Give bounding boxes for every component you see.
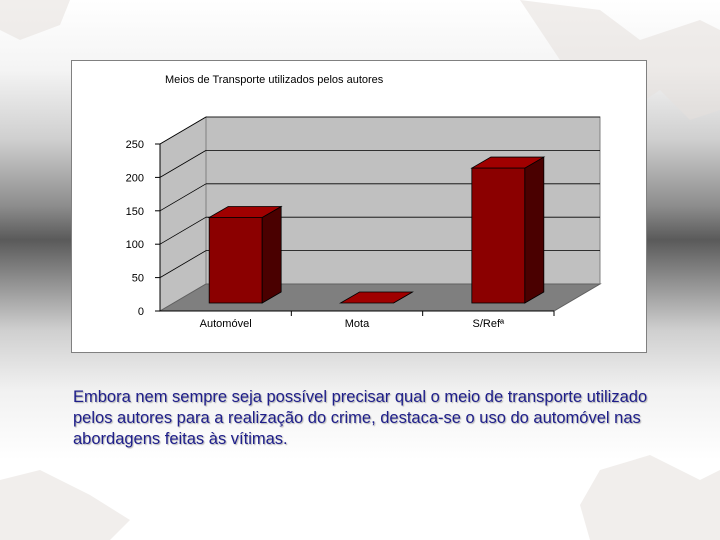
bar-chart: Meios de Transporte utilizados pelos aut… xyxy=(126,74,602,330)
gridline-side xyxy=(159,216,207,245)
x-tick-label: Mota xyxy=(345,318,370,330)
y-tick-label: 200 xyxy=(126,172,144,184)
bar-side xyxy=(524,156,545,304)
chart-side-wall xyxy=(159,116,207,312)
bar-top xyxy=(339,291,414,304)
bar-front xyxy=(208,217,263,304)
chart-bars xyxy=(207,156,546,304)
gridline-side xyxy=(159,250,207,278)
y-axis-ticks: 0 50 100 150 200 250 xyxy=(126,139,160,318)
y-tick-label: 50 xyxy=(132,273,144,285)
caption-text: Embora nem sempre seja possível precisar… xyxy=(73,388,648,448)
x-axis-ticks: Automóvel Mota S/Refª xyxy=(200,311,555,330)
y-tick-label: 0 xyxy=(138,306,144,318)
gridline-side xyxy=(159,150,207,178)
bar-2 xyxy=(470,156,546,304)
y-tick-label: 250 xyxy=(126,139,144,151)
bar-1 xyxy=(339,291,414,304)
chart-frame: Meios de Transporte utilizados pelos aut… xyxy=(71,60,647,353)
bar-top xyxy=(207,206,283,218)
x-tick-label: S/Refª xyxy=(473,318,506,330)
x-tick-label: Automóvel xyxy=(200,318,252,330)
y-tick-label: 150 xyxy=(126,206,144,218)
bar-0 xyxy=(207,205,283,304)
gridline-side xyxy=(159,183,207,212)
bar-side xyxy=(261,205,282,304)
gridline-side xyxy=(159,116,207,145)
bar-front xyxy=(471,167,526,304)
chart-title: Meios de Transporte utilizados pelos aut… xyxy=(165,74,384,86)
y-tick-label: 100 xyxy=(126,239,144,251)
bar-top xyxy=(470,156,546,169)
